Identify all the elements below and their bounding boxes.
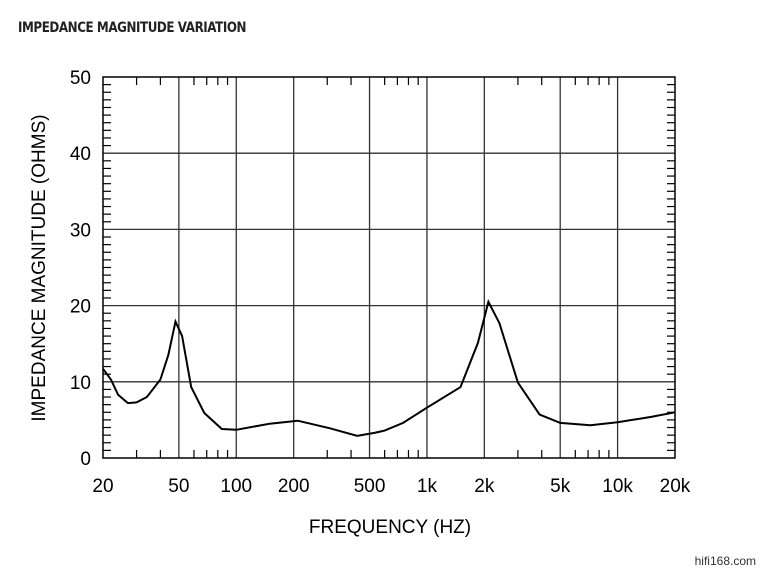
- x-tick-label: 10k: [602, 476, 633, 497]
- impedance-curve: [102, 299, 676, 437]
- watermark: hifi168.com: [694, 554, 756, 568]
- x-tick-label: 500: [354, 476, 386, 497]
- y-tick-label: 50: [70, 68, 91, 89]
- y-tick-label: 10: [70, 373, 91, 394]
- x-tick-label: 50: [168, 476, 189, 497]
- y-tick-label: 20: [70, 297, 91, 318]
- x-tick-label: 100: [220, 476, 252, 497]
- x-tick-label: 20: [92, 476, 113, 497]
- grid: [103, 77, 675, 458]
- x-tick-label: 20k: [660, 476, 691, 497]
- y-axis-label: IMPEDANCE MAGNITUDE (OHMS): [29, 114, 50, 421]
- chart-title: IMPEDANCE MAGNITUDE VARIATION: [18, 20, 247, 36]
- x-tick-label: 5k: [550, 476, 571, 497]
- x-tick-label: 1k: [417, 476, 438, 497]
- y-tick-label: 0: [80, 449, 91, 470]
- x-axis-label: FREQUENCY (HZ): [309, 517, 471, 538]
- x-tick-label: 2k: [474, 476, 495, 497]
- plot-frame: [102, 76, 676, 459]
- y-tick-label: 30: [70, 220, 91, 241]
- y-tick-label: 40: [70, 144, 91, 165]
- minor-ticks: [103, 77, 675, 458]
- x-tick-label: 200: [278, 476, 310, 497]
